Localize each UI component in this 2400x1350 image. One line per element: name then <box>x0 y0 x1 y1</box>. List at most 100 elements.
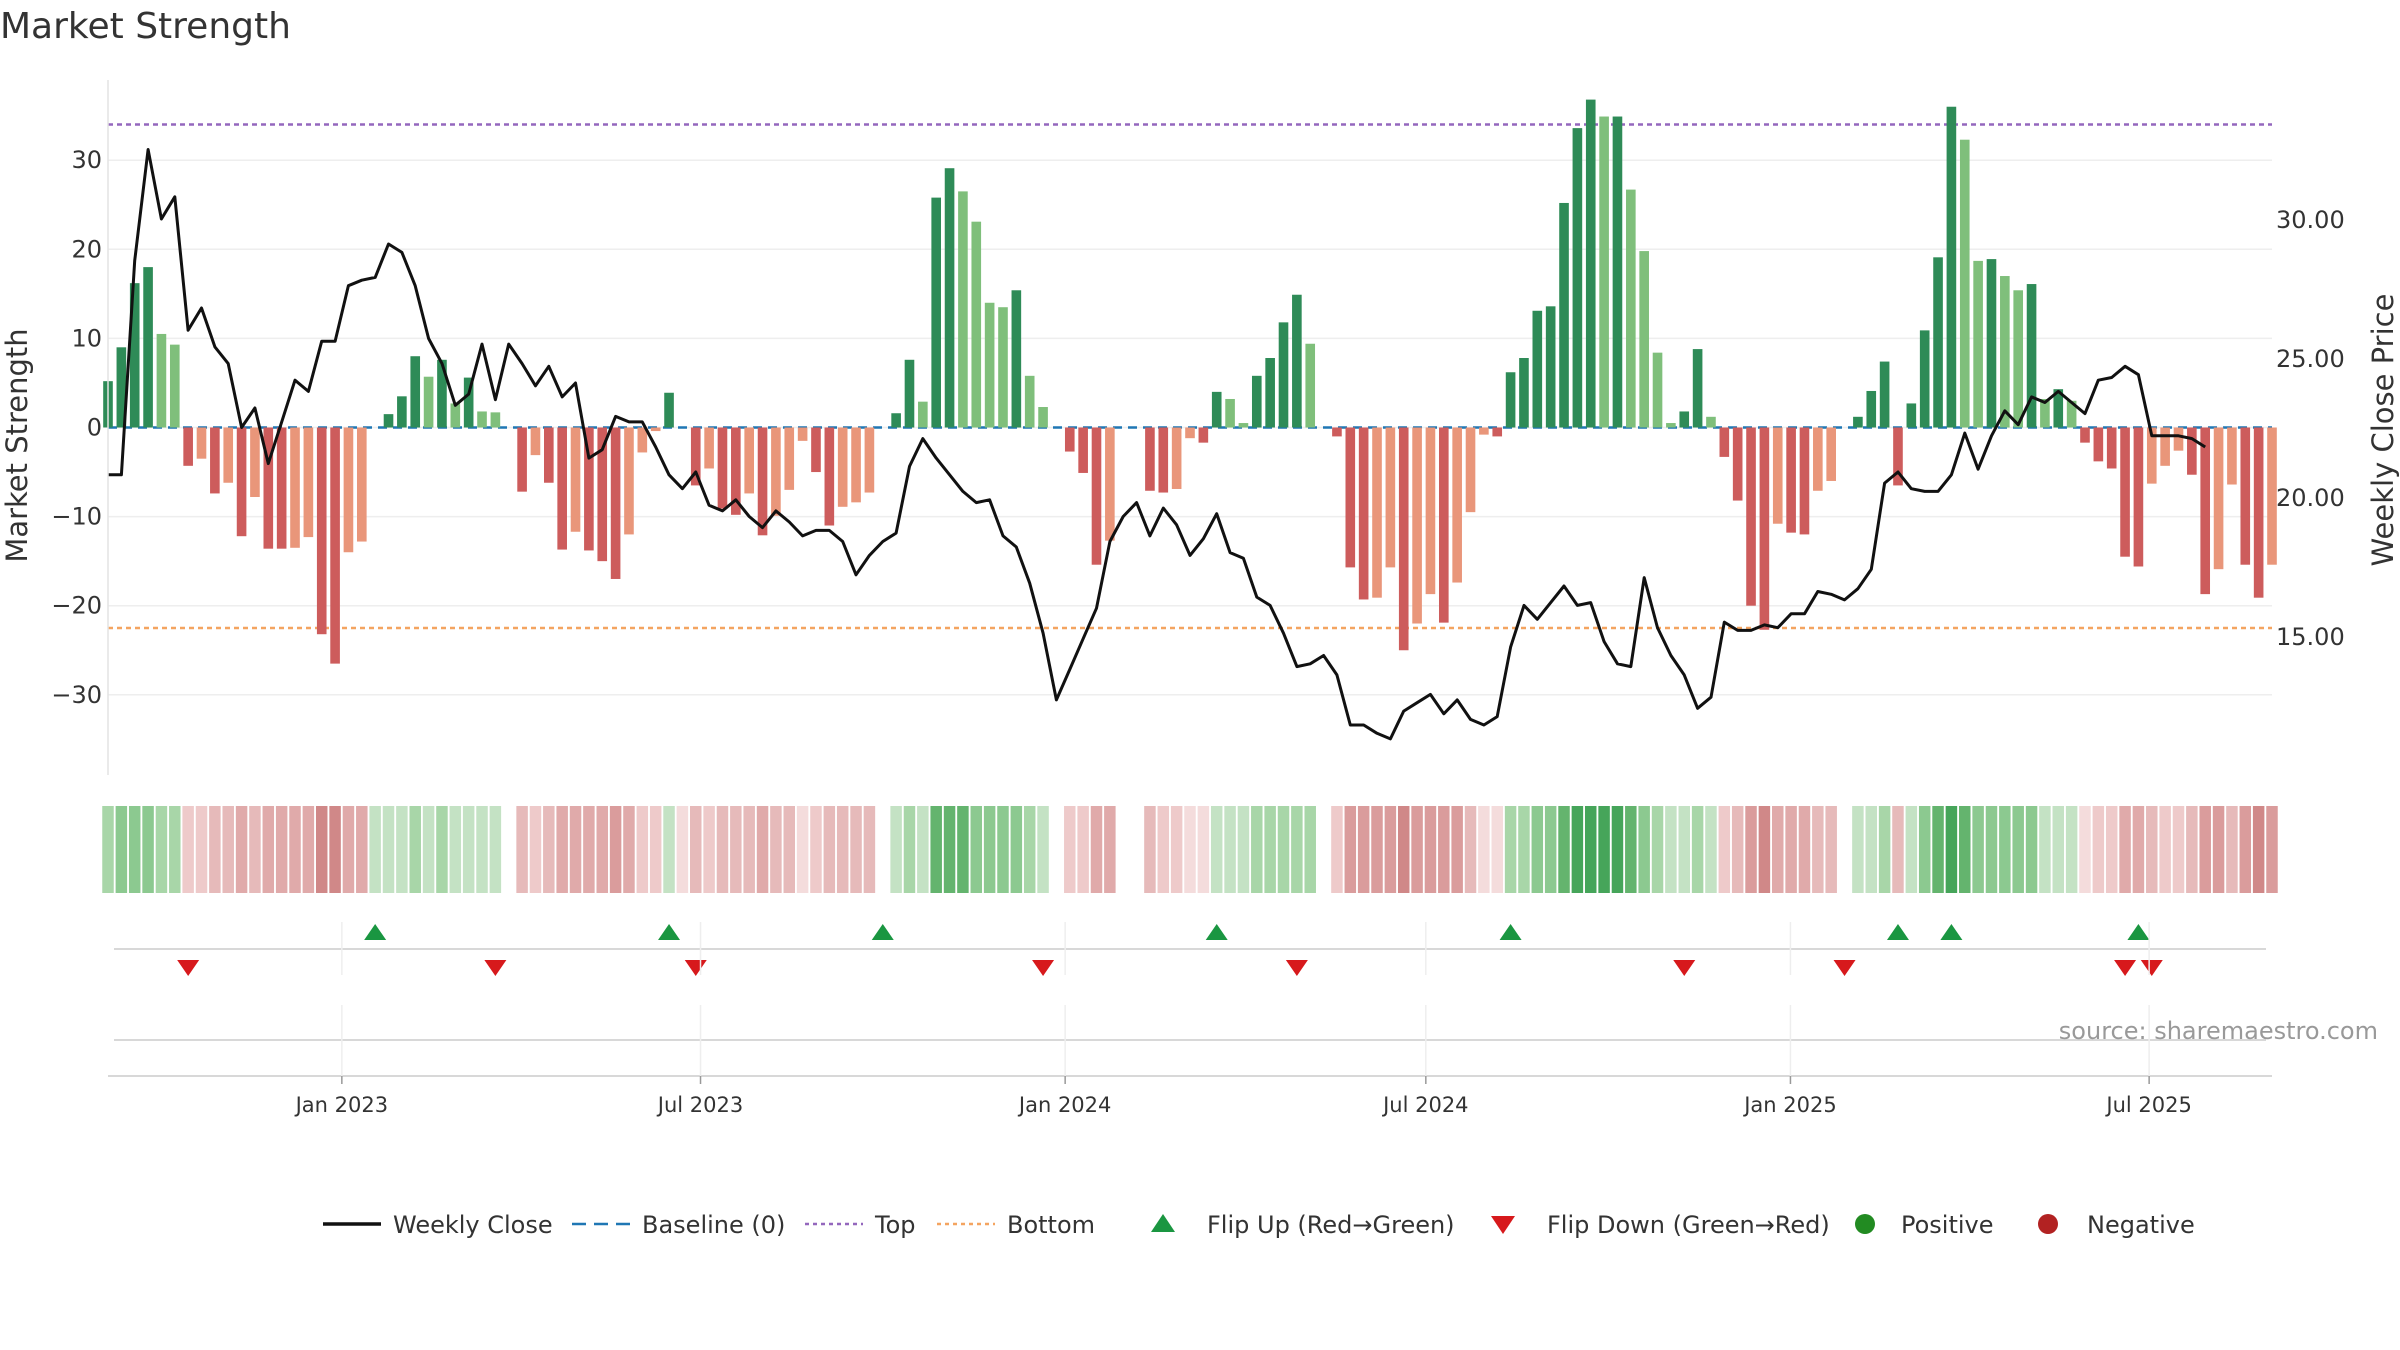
strip-cell <box>1491 806 1503 893</box>
strength-bar <box>1438 427 1449 623</box>
strength-bar <box>2213 427 2224 570</box>
strip-cell <box>1184 806 1196 893</box>
legend-label: Negative <box>2087 1211 2195 1239</box>
legend-item-top: Top <box>805 1211 916 1239</box>
strength-bar <box>944 168 955 428</box>
strength-bar <box>169 344 180 428</box>
flip-down-marker <box>484 960 507 976</box>
strength-bar <box>1425 427 1436 595</box>
strength-bar <box>984 302 995 428</box>
strength-bar <box>1024 375 1035 428</box>
strength-bar <box>2200 427 2211 595</box>
strip-cell <box>1972 806 1984 893</box>
strength-bar <box>1639 251 1649 428</box>
legend-label: Weekly Close <box>393 1211 553 1239</box>
strength-bar <box>664 392 674 428</box>
strip-cell <box>302 806 315 893</box>
legend-swatch <box>1491 1216 1515 1234</box>
flip-down-marker <box>177 960 200 976</box>
strip-cell <box>1571 806 1584 893</box>
strength-bar <box>1893 427 1903 486</box>
strip-cell <box>1892 806 1904 893</box>
strength-bar <box>2253 427 2264 598</box>
strip-cell <box>1170 806 1183 893</box>
strip-cell <box>329 806 341 893</box>
strength-bar <box>1171 427 1182 489</box>
strength-bar <box>744 427 754 494</box>
strip-cell <box>1424 806 1437 893</box>
strip-cell <box>1504 806 1517 893</box>
strip-cell <box>1865 806 1878 893</box>
strip-cell <box>382 806 395 893</box>
source-note: source: sharemaestro.com <box>2059 1017 2378 1045</box>
strength-bar <box>1211 391 1222 428</box>
strip-cell <box>1691 806 1704 893</box>
strip-cell <box>1852 806 1864 893</box>
strip-cell <box>1918 806 1931 893</box>
strip-cell <box>1384 806 1397 893</box>
strength-bar <box>1946 106 1957 428</box>
strength-bar <box>2106 427 2117 469</box>
strength-bar <box>931 197 942 428</box>
strip-cell <box>1825 806 1837 893</box>
flip-down-marker <box>1673 960 1696 976</box>
strength-bar <box>156 333 167 428</box>
strength-bar <box>1973 260 1983 428</box>
flip-up-marker <box>2127 924 2150 940</box>
flip-down-marker <box>2140 960 2163 976</box>
strength-bar <box>824 427 835 526</box>
legend-swatch <box>1151 1214 1175 1232</box>
strip-cell <box>1438 806 1450 893</box>
strip-cell <box>1144 806 1156 893</box>
strip-cell <box>1518 806 1530 893</box>
strip-cell <box>1598 806 1610 893</box>
strength-bar <box>129 283 140 428</box>
strength-bar <box>1626 189 1636 428</box>
y-tick-label: −20 <box>51 592 102 620</box>
strength-bar <box>1959 139 1970 428</box>
flip-markers-panel <box>114 924 2266 1041</box>
strip-cell <box>1090 806 1103 893</box>
strip-cell <box>275 806 288 893</box>
strip-cell <box>943 806 956 893</box>
strip-cell <box>1317 806 1330 893</box>
strip-cell <box>502 806 515 893</box>
strip-cell <box>1878 806 1891 893</box>
strength-bar <box>1038 407 1048 428</box>
strip-cell <box>1478 806 1490 893</box>
strip-cell <box>195 806 208 893</box>
strength-bar <box>1772 427 1783 524</box>
strength-bar <box>1358 427 1369 600</box>
strip-cell <box>663 806 675 893</box>
strip-cell <box>2172 806 2185 893</box>
strength-bar <box>2146 427 2157 484</box>
strength-bar <box>1933 257 1943 428</box>
strength-bar <box>1559 202 1569 428</box>
strength-bar <box>2053 389 2064 428</box>
legend-item-baseline: Baseline (0) <box>572 1211 785 1239</box>
strength-bar <box>450 403 461 428</box>
strip-cell <box>102 806 114 893</box>
flip-down-marker <box>684 960 707 976</box>
y-tick-label: −10 <box>51 503 102 531</box>
strip-cell <box>1010 806 1023 893</box>
strength-bar <box>223 427 234 483</box>
strip-cell <box>2199 806 2211 893</box>
strength-bar <box>1919 330 1930 428</box>
strip-cell <box>1932 806 1944 893</box>
strength-bar <box>624 427 634 535</box>
strip-cell <box>1104 806 1116 893</box>
y2-tick-label: 30.00 <box>2276 206 2345 234</box>
strip-cell <box>836 806 849 893</box>
weekly-close-line <box>108 148 2207 741</box>
strip-cell <box>1999 806 2011 893</box>
strip-cell <box>1331 806 1343 893</box>
strip-cell <box>770 806 782 893</box>
strip-cell <box>1531 806 1544 893</box>
strip-cell <box>396 806 408 893</box>
strength-bar <box>2227 427 2237 485</box>
y-tick-label: 10 <box>71 324 102 352</box>
strip-cell <box>249 806 261 893</box>
legend-label: Bottom <box>1007 1211 1095 1239</box>
legend: Weekly Close Baseline (0) Top Bottom Flip Up… <box>323 1211 2195 1239</box>
